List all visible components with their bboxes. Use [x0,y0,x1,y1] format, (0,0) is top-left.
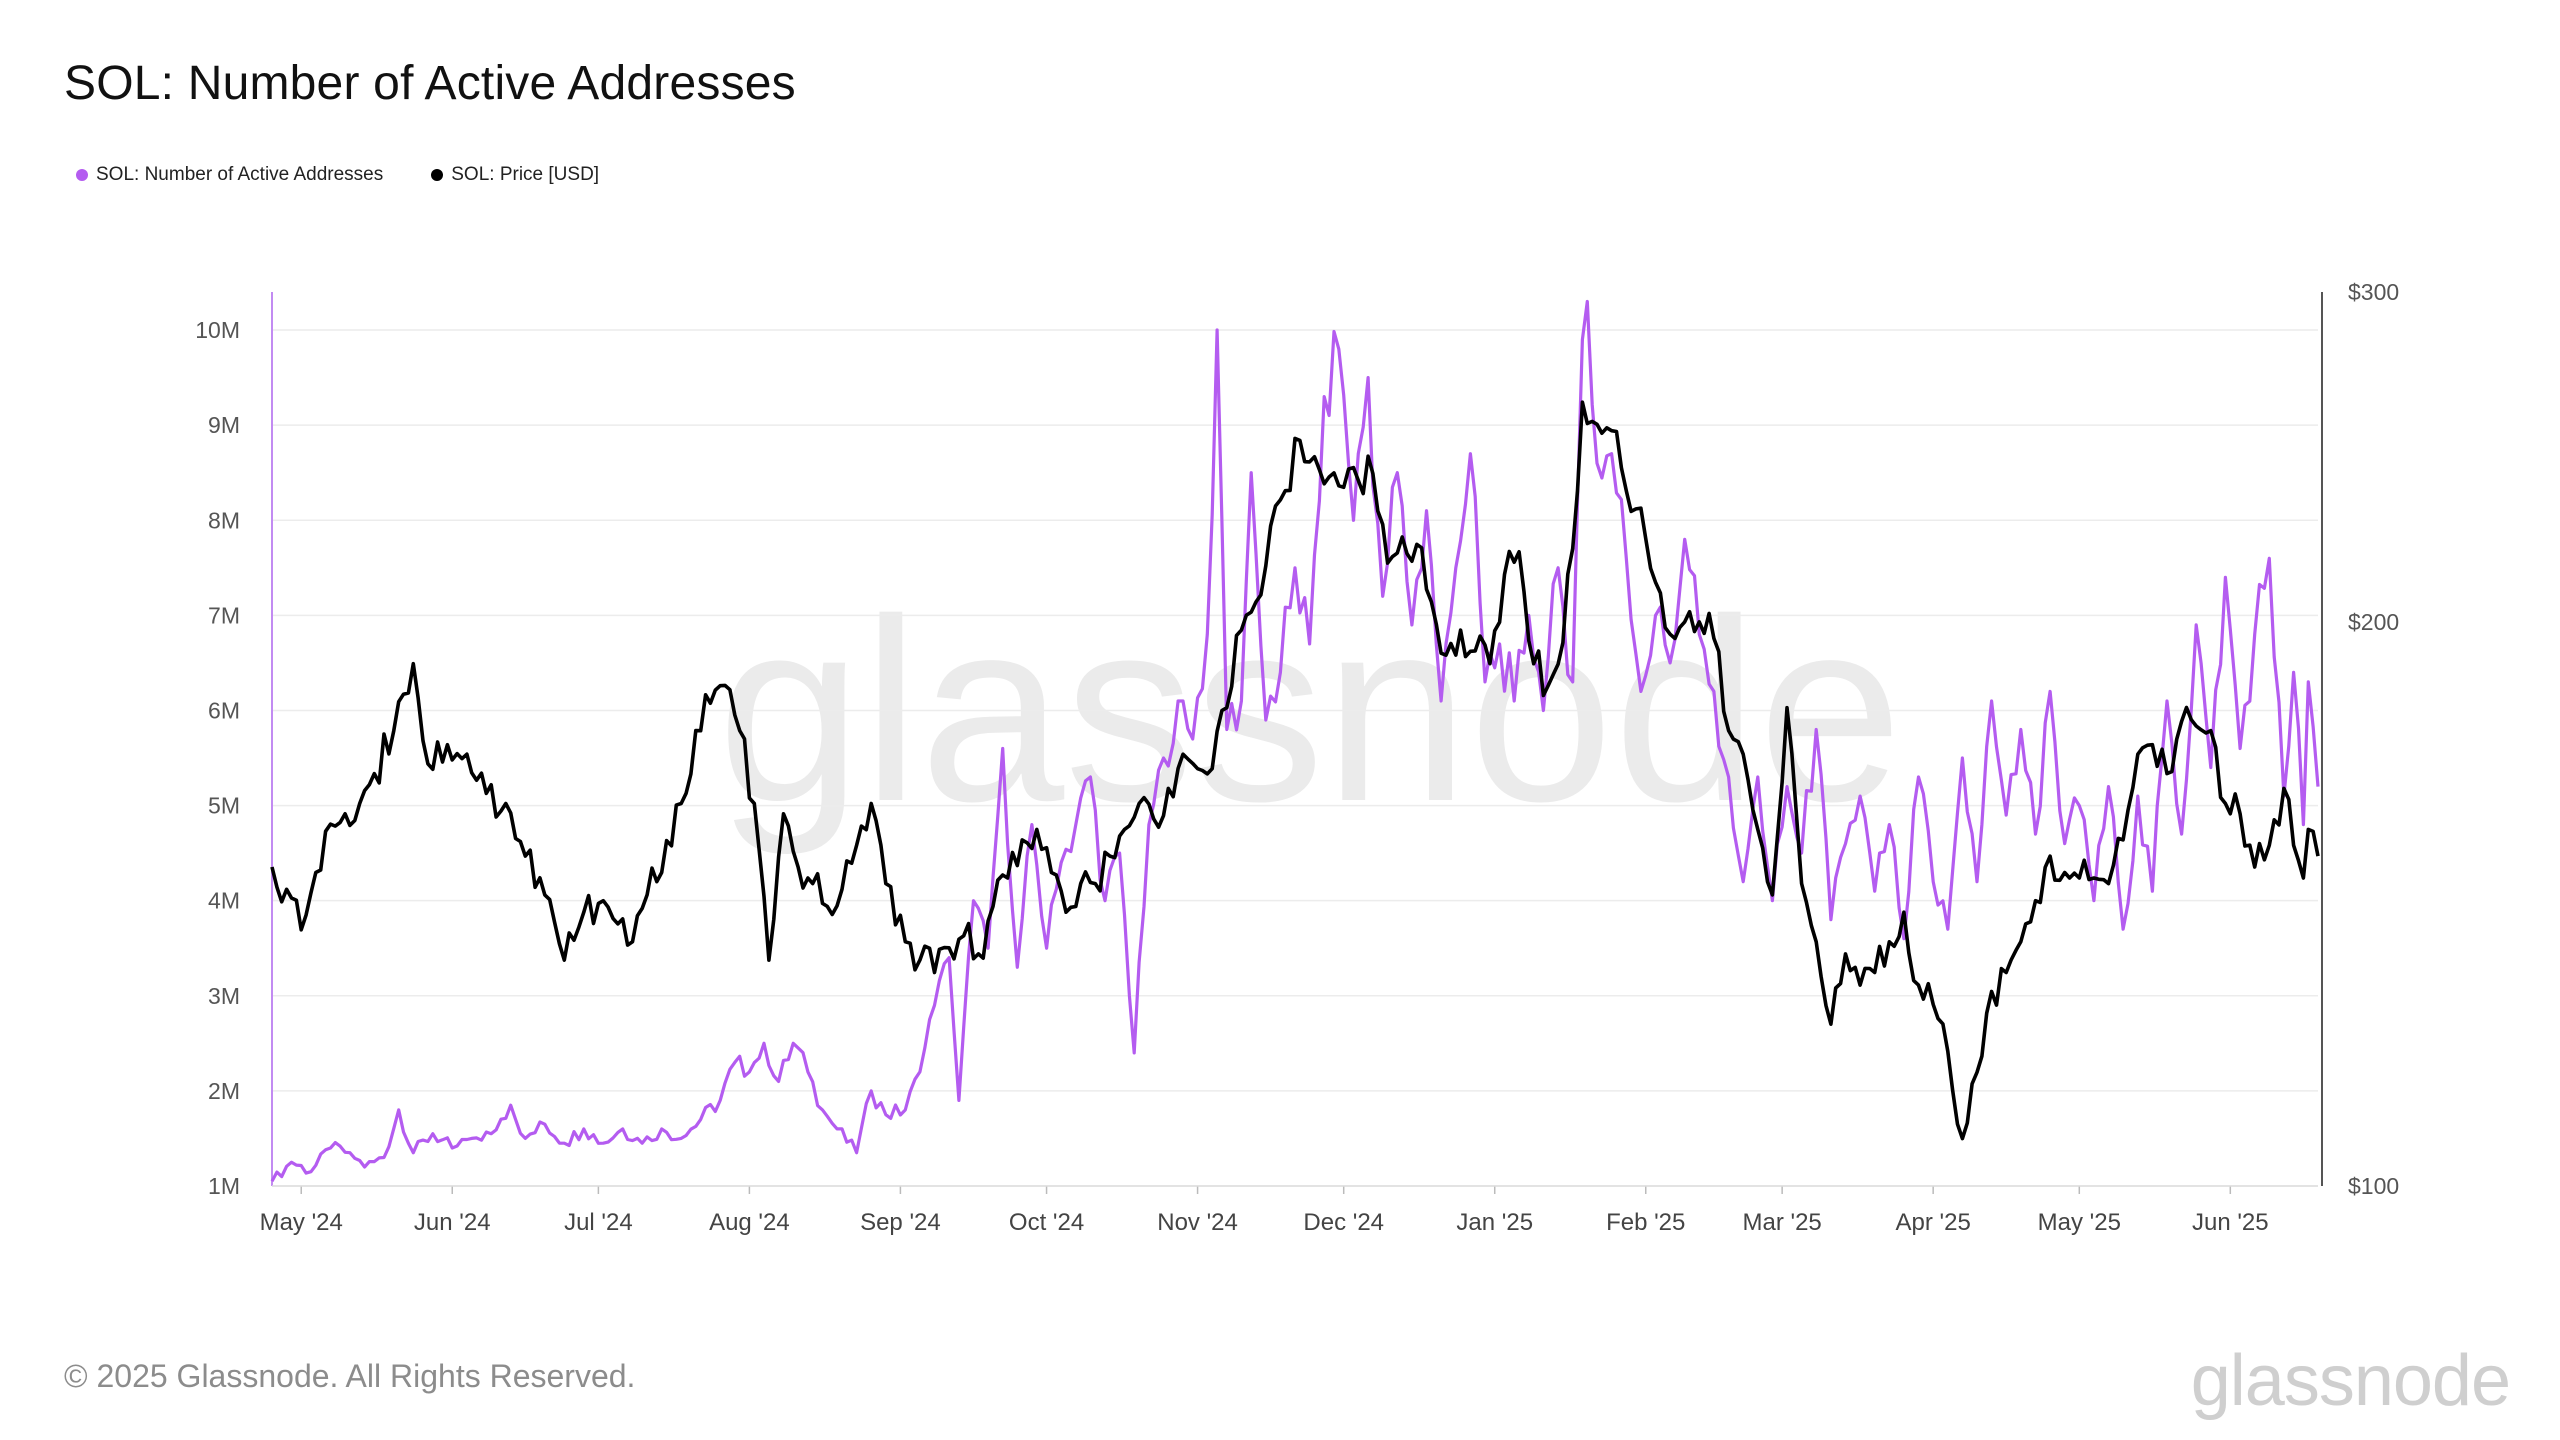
y-left-tick-label: 10M [195,317,240,343]
x-tick-label: May '24 [260,1209,343,1236]
y-left-tick-label: 2M [208,1078,240,1104]
x-tick-label: Feb '25 [1606,1209,1685,1236]
x-tick-label: Apr '25 [1896,1209,1971,1236]
x-tick-label: Oct '24 [1009,1209,1084,1236]
axes [271,292,2323,1194]
series-lines [270,299,2320,1182]
chart-title: SOL: Number of Active Addresses [64,57,796,110]
x-tick-label: Jul '24 [564,1209,633,1236]
y-right-tick-label: $200 [2348,609,2399,635]
x-tick-label: Jan '25 [1456,1209,1533,1236]
x-tick-label: Aug '24 [709,1209,790,1236]
y-left-tick-label: 6M [208,697,240,723]
y-left-tick-label: 9M [208,412,240,438]
x-tick-label: Mar '25 [1743,1209,1822,1236]
legend-dot-purple [76,169,88,181]
tick-labels: 1M 2M 3M 4M 5M 6M 7M 8M 9M 10M $100 $200 $300 May '24… [195,279,2399,1236]
y-right-tick-label: $100 [2348,1173,2399,1199]
x-tick-label: Sep '24 [860,1209,941,1236]
legend-item-price[interactable]: SOL: Price [USD] [431,164,599,186]
y-left-tick-label: 7M [208,602,240,628]
x-tick-label: Nov '24 [1157,1209,1238,1236]
brand-logo: glassnode [2190,1341,2511,1421]
y-left-tick-label: 1M [208,1173,240,1199]
legend-item-active-addresses[interactable]: SOL: Number of Active Addresses [76,164,383,186]
x-tick-label: Jun '25 [2192,1209,2269,1236]
y-left-tick-label: 4M [208,888,240,914]
legend-dot-black [431,169,444,181]
series-line-active-addresses [270,299,2320,1182]
x-tick-label: May '25 [2038,1209,2121,1236]
legend-label-active-addresses: SOL: Number of Active Addresses [96,164,384,185]
series-line-price [270,400,2320,1141]
legend: SOL: Number of Active Addresses SOL: Pri… [76,164,599,186]
copyright-text: © 2025 Glassnode. All Rights Reserved. [64,1358,636,1394]
x-tick-label: Jun '24 [414,1209,491,1236]
legend-label-price: SOL: Price [USD] [451,164,600,185]
y-left-tick-label: 3M [208,983,240,1009]
y-right-tick-label: $300 [2348,279,2399,305]
y-left-tick-label: 5M [208,793,240,819]
x-tick-label: Dec '24 [1303,1209,1384,1236]
y-left-tick-label: 8M [208,507,240,533]
